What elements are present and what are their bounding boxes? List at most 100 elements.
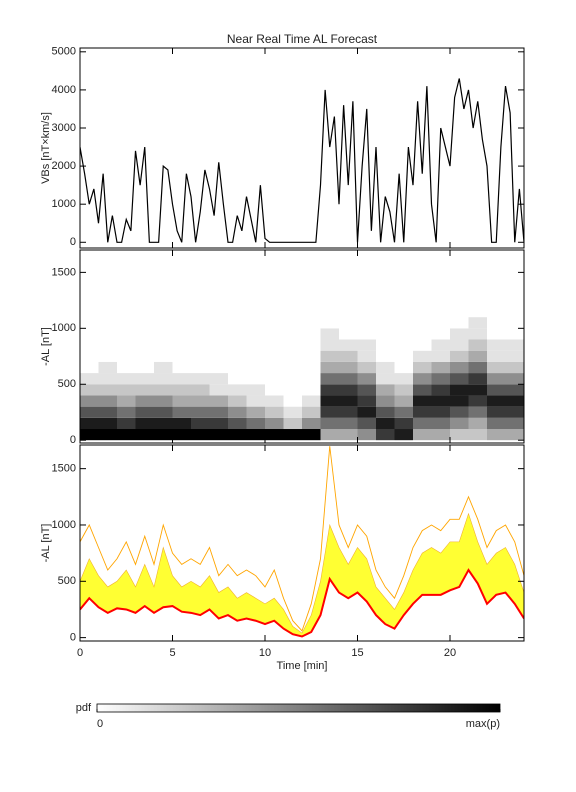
density-cell [172,395,191,407]
density-cell [468,384,487,396]
density-cell [172,317,191,329]
density-cell [320,317,339,329]
x-tick-label: 5 [169,647,175,659]
density-cell [154,305,173,318]
density-cell [431,429,450,441]
density-cell [339,373,358,385]
density-cell [209,384,228,396]
density-cell [450,317,469,329]
density-cell [191,350,210,362]
density-cell [98,417,117,430]
density-cell [246,384,265,396]
density-cell [376,395,395,407]
density-cell [357,417,376,430]
density-cell [265,395,284,407]
density-cell [302,305,321,318]
density-cell [468,350,487,362]
y-tick-label: 500 [58,575,76,587]
density-cell [209,373,228,385]
density-cell [487,361,506,374]
density-cell [505,328,524,340]
density-cell [98,429,117,441]
density-cell [172,328,191,340]
density-cell [80,417,99,430]
density-cell [172,350,191,362]
density-cell [80,384,99,396]
density-cell [246,429,265,441]
density-cell [117,339,136,351]
density-cell [80,305,99,318]
density-cell [228,317,247,329]
density-cell [357,317,376,329]
density-cell [376,406,395,418]
lower-line [80,568,524,638]
density-cell [283,417,302,430]
density-cell [117,395,136,407]
density-cell [246,417,265,430]
density-cell [80,350,99,362]
density-cell [191,373,210,385]
density-cell [246,350,265,362]
density-cell [450,417,469,430]
axes-frame [79,47,525,249]
density-cell [394,406,413,418]
density-cell [246,328,265,340]
colorbar [96,703,501,713]
density-cell [431,417,450,430]
density-cell [98,361,117,374]
panel: 0 500 1000 1500 0 5 10 15 20 -AL [nT] Time [min] [40,444,525,672]
y-tick-label: 1000 [52,322,76,334]
panel: 0 500 1000 1500 -AL [nT] [40,249,525,446]
density-cell [431,373,450,385]
density-cell [135,373,154,385]
density-cell [265,384,284,396]
y-tick-label: 2000 [52,160,76,172]
density-cell [413,429,432,441]
y-axis-label: -AL [nT] [40,327,52,366]
x-axis-label: Time [min] [277,660,328,672]
y-tick-label: 0 [70,434,76,446]
density-cell [135,305,154,318]
density-cell [413,361,432,374]
density-cell [339,339,358,351]
density-cell [487,339,506,351]
density-cell [468,305,487,318]
density-cell [228,361,247,374]
density-cell [357,350,376,362]
density-cell [468,361,487,374]
density-cell [394,361,413,374]
density-cell [98,317,117,329]
density-cell [320,361,339,374]
density-cell [154,350,173,362]
x-tick-label: 20 [444,647,456,659]
density-cell [246,406,265,418]
x-tick-label: 10 [259,647,271,659]
density-cell [357,373,376,385]
density-cell [468,406,487,418]
density-cell [154,317,173,329]
density-cell [135,350,154,362]
density-cell [505,350,524,362]
density-cell [339,395,358,407]
y-tick-label: 1500 [52,266,76,278]
density-cell [191,361,210,374]
density-cell [265,350,284,362]
density-cell [394,429,413,441]
density-cell [431,339,450,351]
y-tick-label: 500 [58,378,76,390]
plot-area [80,78,524,243]
density-cell [302,328,321,340]
density-cell [283,395,302,407]
y-tick-label: 3000 [52,122,76,134]
y-tick-label: 1000 [52,198,76,210]
density-cell [265,339,284,351]
density-cell [450,406,469,418]
density-cell [468,317,487,329]
density-cell [413,339,432,351]
density-cell [246,339,265,351]
density-cell [80,361,99,374]
density-cell [505,384,524,396]
density-cell [302,361,321,374]
density-cell [117,361,136,374]
